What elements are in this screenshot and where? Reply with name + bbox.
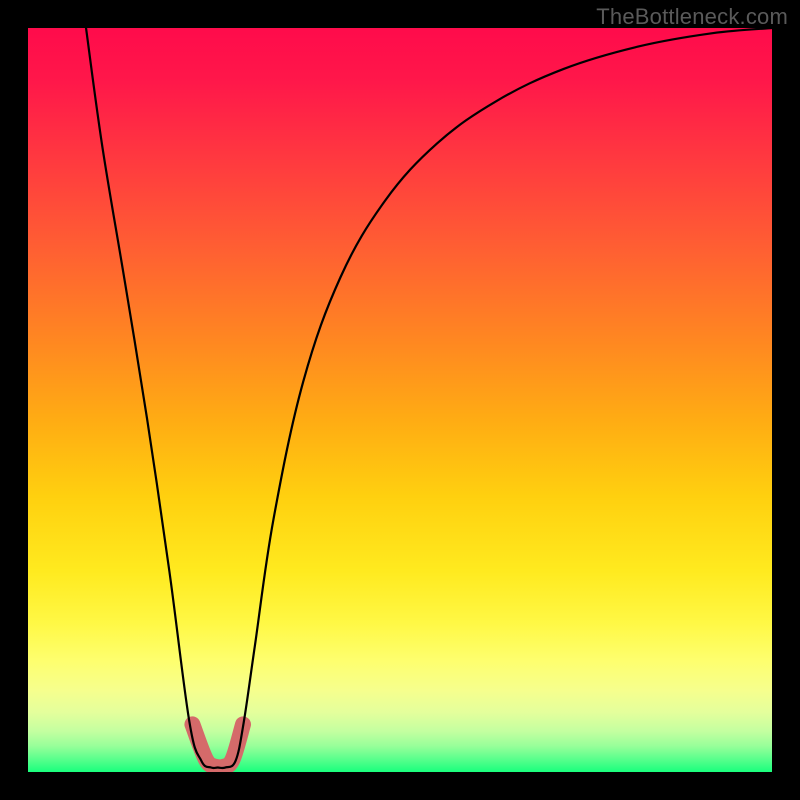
v-curve (86, 28, 772, 768)
plot-area (28, 28, 772, 772)
curve-layer (28, 28, 772, 772)
watermark: TheBottleneck.com (596, 4, 788, 30)
